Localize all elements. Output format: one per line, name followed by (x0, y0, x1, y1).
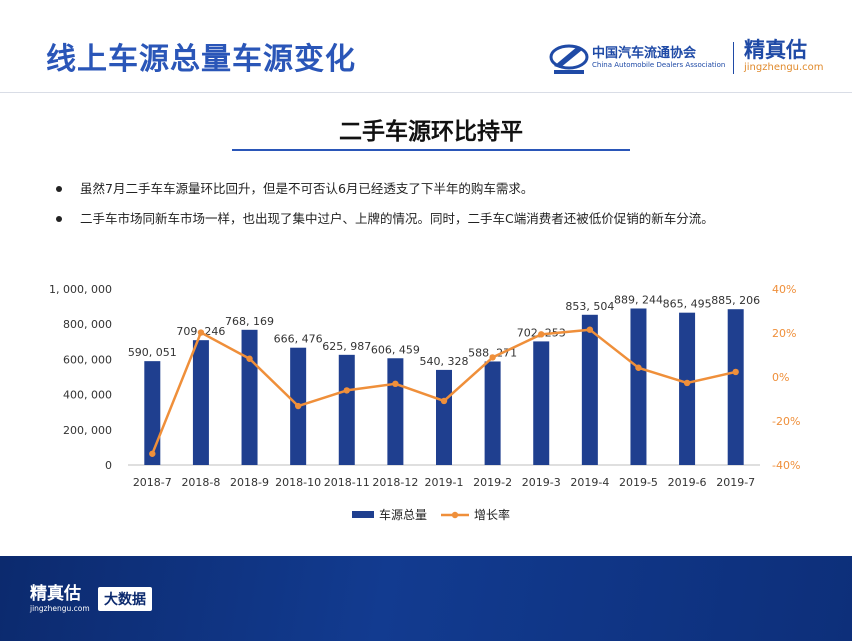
x-tick-label: 2019-6 (668, 476, 707, 489)
bullet-list: 虽然7月二手车车源量环比回升，但是不可否认6月已经透支了下半年的购车需求。 二手… (54, 180, 834, 240)
x-tick-label: 2018-9 (230, 476, 269, 489)
line-point (732, 368, 739, 376)
data-label: 768, 169 (225, 315, 274, 328)
y2-tick-label: -40% (772, 459, 800, 472)
line-point (586, 326, 594, 333)
jzg-logo-name: 精真估 (744, 38, 807, 62)
footer-logo-name: 精真估 (30, 584, 81, 604)
legend-label: 增长率 (474, 507, 510, 522)
legend-swatch-bar (352, 511, 374, 518)
bar (533, 341, 550, 465)
bar (630, 308, 647, 465)
y2-tick-label: 20% (772, 327, 796, 340)
data-label: 666, 476 (274, 333, 323, 346)
caada-emblem-icon (549, 44, 589, 74)
logo-divider (733, 42, 734, 74)
y-tick-label: 200, 000 (63, 424, 112, 437)
x-tick-label: 2019-4 (570, 476, 609, 489)
line-point (343, 387, 350, 394)
line-point (197, 329, 205, 336)
x-tick-label: 2019-7 (716, 476, 755, 489)
bar (387, 358, 404, 465)
x-tick-label: 2018-8 (181, 476, 220, 489)
bar (241, 329, 258, 465)
x-tick-label: 2019-1 (425, 476, 464, 489)
data-label: 540, 328 (420, 355, 469, 368)
y-tick-label: 1, 000, 000 (49, 283, 112, 296)
line-point (149, 450, 156, 457)
line-point (489, 354, 496, 361)
y-tick-label: 0 (105, 459, 112, 472)
y-tick-label: 800, 000 (63, 318, 112, 331)
bullet-item: 二手车市场同新车市场一样，也出现了集中过户、上牌的情况。同时，二手车C端消费者还… (54, 210, 834, 228)
line-point (635, 364, 642, 371)
data-label: 590, 051 (128, 346, 177, 359)
y-tick-label: 600, 000 (63, 353, 112, 366)
line-point (294, 402, 302, 410)
x-tick-label: 2019-5 (619, 476, 658, 489)
data-label: 588, 271 (468, 346, 517, 359)
y2-tick-label: 40% (772, 283, 796, 296)
x-tick-label: 2019-3 (522, 476, 561, 489)
line-point (538, 331, 545, 338)
x-tick-label: 2019-2 (473, 476, 512, 489)
chart-section-title: 二手车源环比持平 (339, 119, 523, 145)
bar (484, 361, 501, 465)
data-label: 885, 206 (711, 294, 760, 307)
bar (338, 354, 355, 465)
jzg-logo-url: jingzhengu.com (744, 62, 824, 73)
line-point (440, 397, 448, 405)
x-tick-label: 2018-12 (372, 476, 418, 489)
jzg-logo: 精真估 jingzhengu.com (744, 38, 844, 78)
data-label: 606, 459 (371, 343, 420, 356)
bar (144, 361, 161, 465)
data-label: 625, 987 (322, 340, 371, 353)
caada-logo-cn: 中国汽车流通协会 (592, 46, 697, 61)
data-label: 865, 495 (663, 298, 712, 311)
legend-label: 车源总量 (379, 507, 427, 522)
header-divider (0, 92, 852, 93)
data-label: 889, 244 (614, 293, 663, 306)
bar (436, 369, 452, 465)
bar (192, 340, 209, 465)
bullet-text: 虽然7月二手车车源量环比回升，但是不可否认6月已经透支了下半年的购车需求。 (80, 181, 534, 196)
combo-chart: 0 200, 000 400, 000 600, 000 800, 000 1, 000,… (49, 283, 800, 522)
line-point (246, 355, 253, 362)
bullet-dot-icon (56, 186, 62, 192)
footer-logo-url: jingzhengu.com (30, 604, 90, 613)
bar (581, 314, 598, 465)
y2-tick-label: -20% (772, 415, 800, 428)
bar (727, 309, 744, 465)
x-tick-label: 2018-11 (324, 476, 370, 489)
subtitle-underline (232, 149, 630, 151)
bullet-dot-icon (56, 216, 62, 222)
footer-banner: 精真估 jingzhengu.com 大数据 (0, 556, 852, 641)
footer-logo: 精真估 jingzhengu.com (30, 584, 90, 614)
caada-logo-en: China Automobile Dealers Association (592, 61, 726, 69)
line-point (392, 380, 399, 388)
line-point (683, 379, 691, 387)
caada-logo: 中国汽车流通协会 China Automobile Dealers Associ… (548, 40, 728, 78)
legend-swatch-marker (451, 511, 459, 519)
bar (679, 312, 696, 465)
x-tick-label: 2018-10 (275, 476, 321, 489)
y-tick-label: 400, 000 (63, 389, 112, 402)
bullet-item: 虽然7月二手车车源量环比回升，但是不可否认6月已经透支了下半年的购车需求。 (54, 180, 834, 198)
bullet-text: 二手车市场同新车市场一样，也出现了集中过户、上牌的情况。同时，二手车C端消费者还… (80, 211, 714, 226)
footer-badge: 大数据 (98, 587, 152, 611)
x-tick-label: 2018-7 (133, 476, 172, 489)
page-title: 线上车源总量车源变化 (46, 42, 356, 77)
y2-tick-label: 0% (772, 371, 789, 384)
data-label: 853, 504 (565, 300, 614, 313)
